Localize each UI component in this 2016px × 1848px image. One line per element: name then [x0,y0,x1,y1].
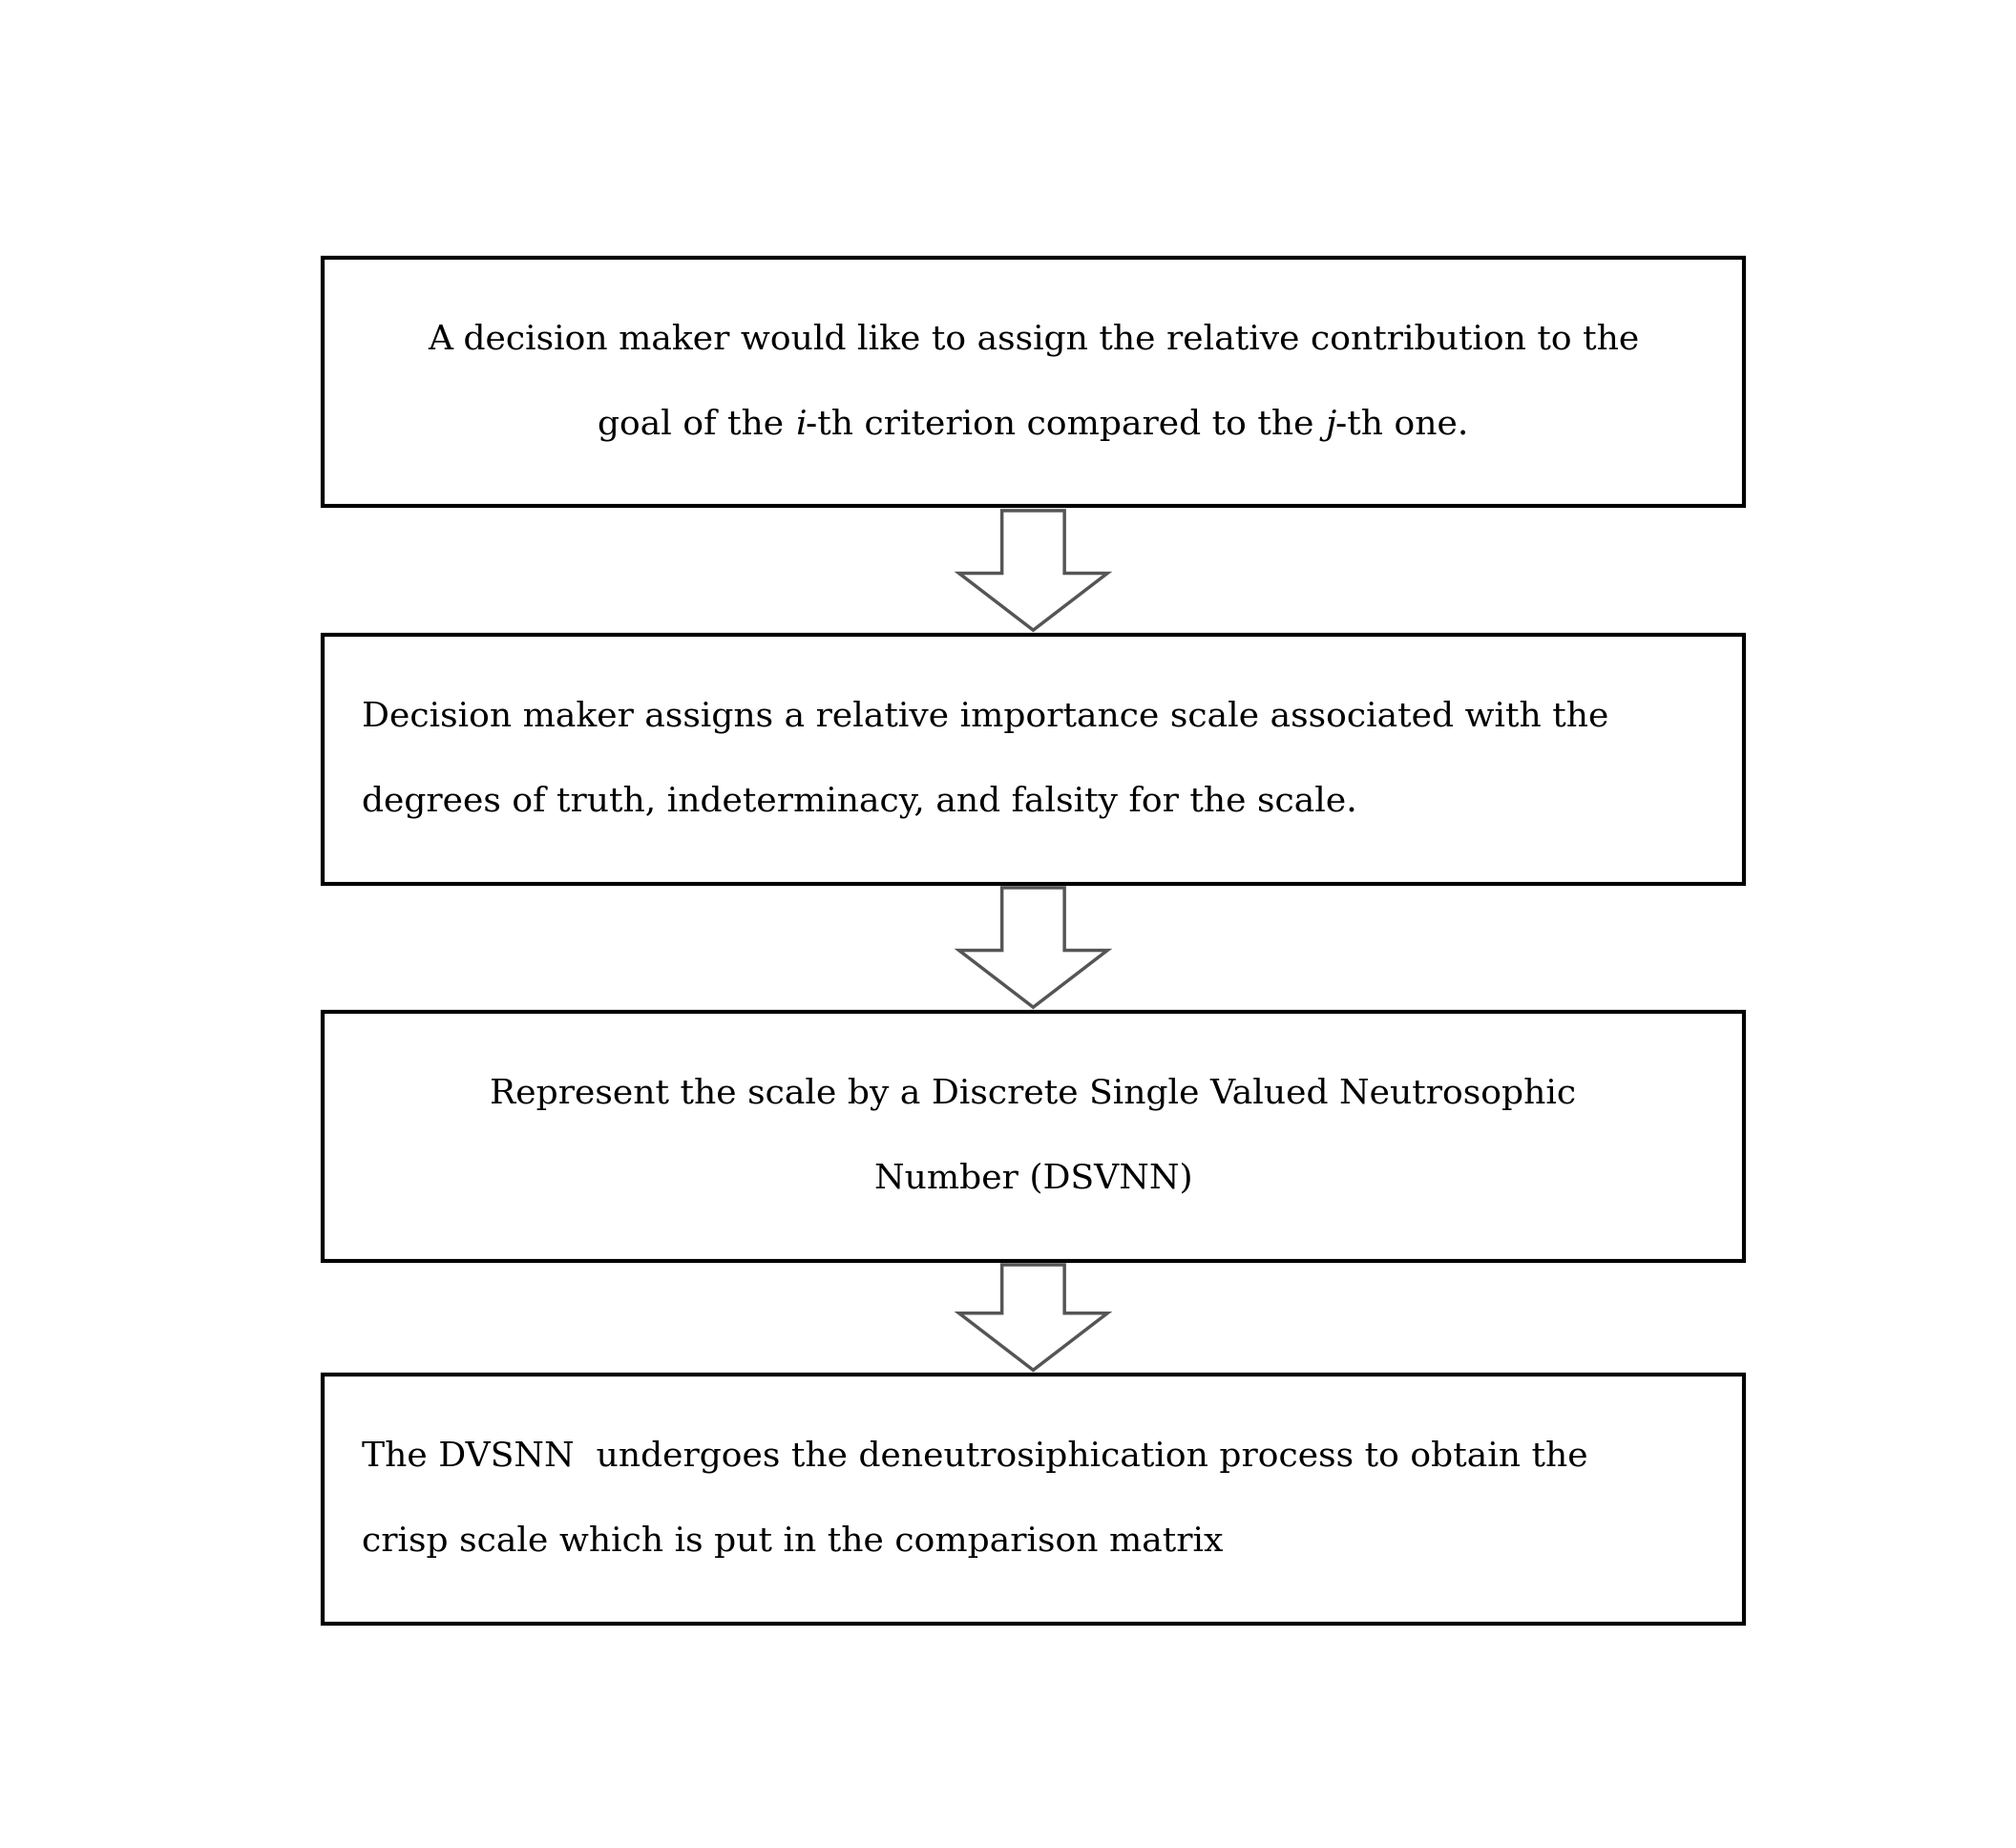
Text: Represent the scale by a Discrete Single Valued Neutrosophic: Represent the scale by a Discrete Single… [490,1077,1577,1111]
Text: The DVSNN  undergoes the deneutrosiphication process to obtain the: The DVSNN undergoes the deneutrosiphicat… [361,1440,1589,1473]
Text: -th criterion compared to the: -th criterion compared to the [806,408,1325,442]
Polygon shape [960,1264,1107,1369]
Polygon shape [960,887,1107,1007]
Text: crisp scale which is put in the comparison matrix: crisp scale which is put in the comparis… [361,1525,1224,1558]
Text: i: i [794,408,806,442]
Text: -th one.: -th one. [1337,408,1470,442]
FancyBboxPatch shape [323,634,1744,883]
Text: j: j [1325,408,1337,442]
FancyBboxPatch shape [323,1375,1744,1623]
FancyBboxPatch shape [323,1011,1744,1260]
Text: Number (DSVNN): Number (DSVNN) [875,1162,1191,1196]
FancyBboxPatch shape [323,257,1744,506]
Text: degrees of truth, indeterminacy, and falsity for the scale.: degrees of truth, indeterminacy, and fal… [361,785,1357,819]
Text: A decision maker would like to assign the relative contribution to the: A decision maker would like to assign th… [427,323,1639,355]
Text: goal of the: goal of the [597,408,794,442]
Polygon shape [960,510,1107,630]
Text: Decision maker assigns a relative importance scale associated with the: Decision maker assigns a relative import… [361,700,1609,732]
